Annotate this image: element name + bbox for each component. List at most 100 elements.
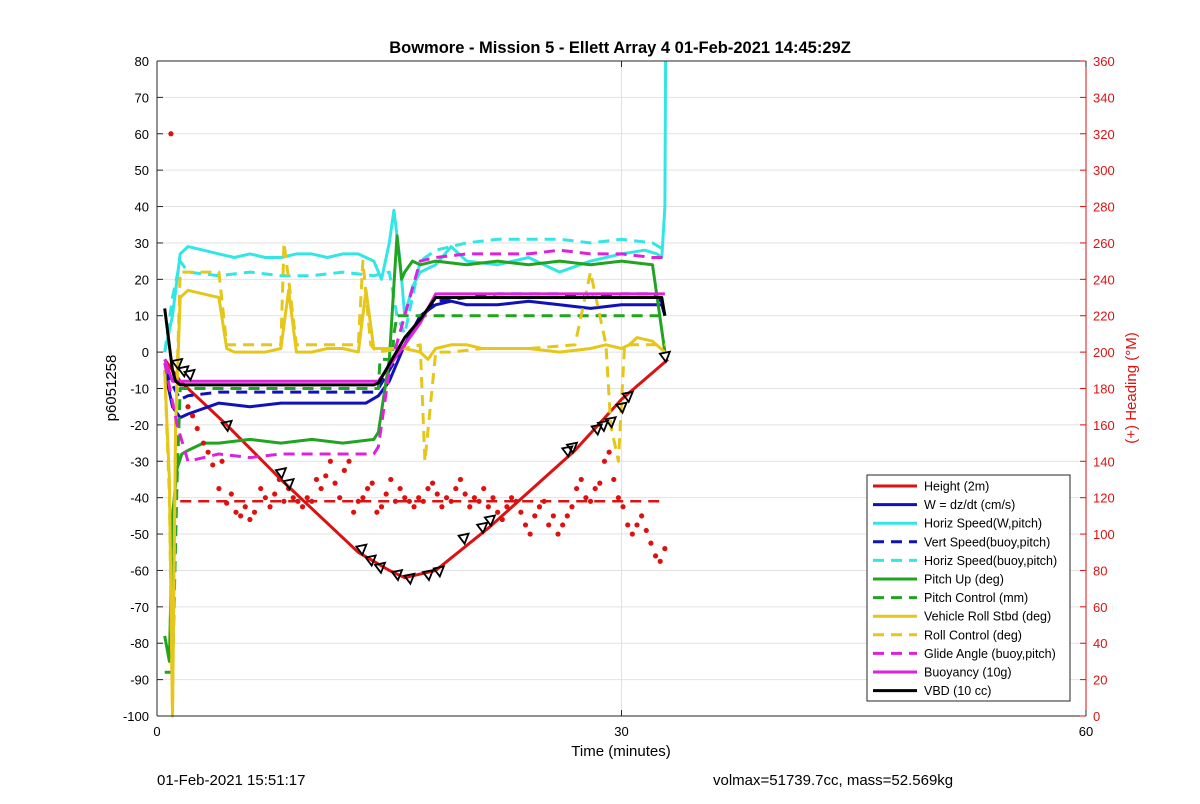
heading-point [629,531,635,537]
y2-tick-label: 300 [1093,163,1115,178]
y2-tick-label: 60 [1093,600,1107,615]
heading-point [313,476,320,483]
heading-point [355,498,361,504]
heading-point [652,553,659,559]
dive-marker [421,568,435,582]
series-line-0 [163,358,669,580]
heading-point [392,498,399,504]
heading-point [495,509,501,515]
heading-point [592,485,598,492]
dive-marker [373,561,387,575]
heading-point [504,504,510,510]
dive-marker [354,543,368,557]
heading-point [620,504,626,510]
heading-point [281,498,287,504]
heading-point [569,504,575,510]
heading-point [327,458,334,464]
legend-label: Pitch Up (deg) [924,573,1004,587]
heading-point [210,462,216,468]
footer-timestamp: 01-Feb-2021 15:51:17 [157,772,306,789]
y2-tick-label: 0 [1093,709,1100,724]
heading-point [448,498,454,504]
heading-point [648,540,654,546]
dive-marker [658,350,672,364]
y-tick-label: -10 [130,382,149,397]
dive-marker [560,445,574,459]
y2-tick-label: 140 [1093,454,1115,469]
y-tick-label: 70 [135,90,149,105]
series-layer [163,60,672,718]
dive-marker [590,423,604,437]
series-line-11 [163,296,667,387]
heading-point [332,480,338,486]
dive-marker [220,419,234,433]
y-tick-label: -90 [130,673,149,688]
y-tick-label: 60 [135,127,149,142]
y-tick-label: 40 [135,200,149,215]
heading-point [467,504,473,510]
heading-point [299,504,306,510]
heading-point [194,425,200,432]
x-tick-label: 30 [614,724,628,739]
heading-point [625,522,631,528]
heading-point [323,473,329,479]
series-line-9 [163,248,665,463]
y2-tick-label: 100 [1093,527,1115,542]
y2-axis-label: (+) Heading (°M) [1123,332,1140,443]
heading-point [420,498,426,504]
heading-point [262,495,268,501]
heading-point [587,498,594,504]
heading-point [406,498,412,504]
heading-point [224,500,230,506]
dive-marker [170,357,184,371]
heading-point [369,480,375,486]
legend-label: Vehicle Roll Stbd (deg) [924,610,1051,624]
y2-tick-label: 320 [1093,127,1115,142]
heading-point [555,531,561,537]
y-tick-label: 50 [135,163,149,178]
heading-point [168,131,174,137]
series-line-3 [163,292,666,401]
series-line-2 [163,60,668,353]
heading-point [583,495,589,501]
heading-point [578,476,584,483]
y-tick-label: 20 [135,272,149,287]
heading-point [304,495,310,501]
legend-label: VBD (10 cc) [924,684,991,698]
x-axis-label: Time (minutes) [571,743,670,760]
y-tick-label: -40 [130,491,149,506]
heading-point [267,504,273,510]
heading-point [290,495,296,501]
heading-point [216,485,222,492]
y2-tick-label: 80 [1093,563,1107,578]
heading-point [564,513,570,519]
y-tick-label: -80 [130,636,149,651]
y-tick-label: 10 [135,309,149,324]
heading-point [295,498,301,504]
heading-point [337,495,343,501]
heading-point [457,476,464,483]
heading-point [378,504,385,510]
y-tick-label: 80 [135,54,149,69]
heading-point [242,504,248,510]
y2-tick-label: 340 [1093,90,1115,105]
heading-point [662,546,668,552]
dive-marker [282,477,296,491]
dive-marker [182,368,196,382]
legend-label: Vert Speed(buoy,pitch) [924,535,1050,549]
heading-point [490,495,496,501]
heading-point [485,504,491,510]
legend-label: Horiz Speed(buoy,pitch) [924,554,1057,568]
heading-point [272,491,278,497]
heading-point [634,522,640,528]
heading-point [499,516,505,523]
heading-point [597,480,603,486]
dive-marker [621,390,635,404]
heading-point [185,404,191,410]
heading-point [276,476,282,483]
y2-tick-label: 120 [1093,491,1115,506]
heading-point [615,495,622,501]
heading-point [611,476,617,483]
heading-point [233,509,239,515]
